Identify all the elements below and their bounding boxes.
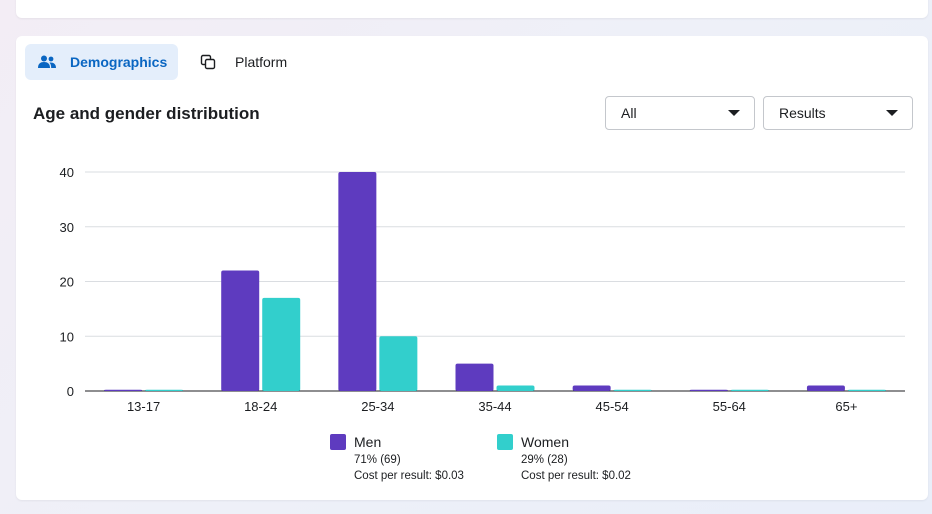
audience-dropdown-value: All	[621, 105, 637, 121]
chart-title: Age and gender distribution	[33, 104, 260, 123]
legend-cost-women: Cost per result: $0.02	[521, 470, 631, 482]
bar-men	[104, 389, 143, 391]
y-tick-label: 30	[60, 220, 74, 235]
legend-share-women: 29% (28)	[521, 454, 568, 466]
people-icon	[37, 52, 57, 72]
x-tick-label: 45-54	[596, 399, 629, 414]
x-tick-label: 18-24	[244, 399, 277, 414]
y-tick-label: 0	[67, 384, 74, 399]
caret-down-icon	[728, 110, 740, 116]
bar-women	[496, 385, 535, 391]
legend-name-women: Women	[521, 434, 569, 450]
age-gender-bar-chart: 0 10 20 30 40 13-17 18-24 25-34 35-44 45-54 55-64 6…	[60, 165, 905, 414]
legend-swatch-men	[330, 434, 346, 450]
bar-men	[221, 270, 260, 391]
legend-cost-men: Cost per result: $0.03	[354, 470, 464, 482]
bar-men	[806, 385, 845, 391]
x-tick-label: 35-44	[478, 399, 511, 414]
tab-platform-label: Platform	[235, 54, 288, 70]
legend-swatch-women	[497, 434, 513, 450]
bar-women	[847, 389, 886, 391]
legend-name-men: Men	[354, 434, 382, 450]
bar-women	[379, 336, 418, 391]
tab-platform[interactable]: Platform	[194, 44, 304, 80]
bar-men	[455, 363, 494, 391]
bar-women	[730, 389, 769, 391]
tab-demographics[interactable]: Demographics	[25, 44, 178, 80]
bar-women	[262, 297, 301, 391]
bar-men	[572, 385, 611, 391]
y-tick-label: 40	[60, 165, 74, 180]
previous-card	[16, 0, 928, 18]
bar-men	[338, 172, 377, 391]
legend-share-men: 71% (69)	[354, 454, 401, 466]
y-tick-label: 20	[60, 275, 74, 290]
bar-women	[613, 389, 652, 391]
x-tick-label: 13-17	[127, 399, 160, 414]
demographics-card: Demographics Platform Age and gender dis…	[16, 36, 928, 500]
metric-dropdown-value: Results	[779, 105, 826, 121]
metric-dropdown[interactable]: Results	[763, 96, 913, 130]
bar-women	[145, 389, 184, 391]
bar-men	[689, 389, 728, 391]
tab-demographics-label: Demographics	[70, 54, 168, 70]
x-tick-label: 25-34	[361, 399, 394, 414]
audience-dropdown[interactable]: All	[605, 96, 755, 130]
x-tick-label: 55-64	[713, 399, 746, 414]
y-tick-label: 10	[60, 329, 74, 344]
overlap-squares-icon	[198, 52, 218, 72]
x-tick-label: 65+	[835, 399, 857, 414]
caret-down-icon	[886, 110, 898, 116]
